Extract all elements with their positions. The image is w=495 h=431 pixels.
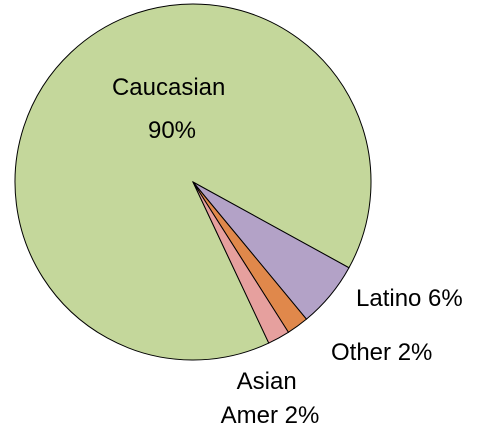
slice-label-asian-amer: Asian Amer 2% (221, 368, 320, 429)
slice-label-asian-amer-line1: Asian (237, 368, 297, 395)
pie-slice-caucasian (14, 3, 372, 361)
slice-label-caucasian-line2: 90% (148, 117, 196, 144)
slice-label-caucasian-line1: Caucasian (112, 74, 225, 101)
slice-label-asian-amer-line2: Amer 2% (221, 402, 320, 429)
slice-label-other: Other 2% (331, 339, 432, 366)
pie-slices (14, 3, 372, 361)
pie-slice-asian-amer (192, 181, 290, 344)
slice-label-caucasian: Caucasian 90% (112, 74, 232, 144)
slice-label-latino: Latino 6% (356, 285, 463, 312)
